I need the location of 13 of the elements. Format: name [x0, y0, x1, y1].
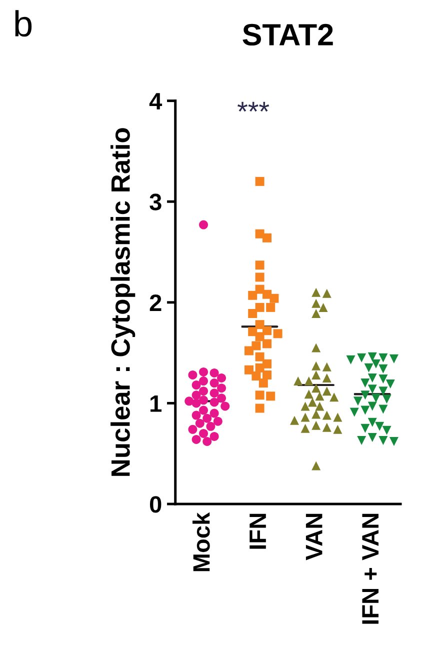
y-tick-label: 3	[150, 194, 162, 210]
x-tick-label: VAN	[306, 514, 322, 560]
annotation: ***	[238, 102, 270, 112]
x-tick-label: IFN	[250, 514, 266, 549]
chart-title: STAT2	[242, 24, 333, 46]
y-tick-label: 0	[150, 496, 162, 513]
x-tick-label: Mock	[192, 512, 210, 572]
y-tick-label: 4	[149, 93, 162, 110]
y-tick-label: 2	[150, 294, 162, 311]
text: b	[15, 10, 32, 37]
y-axis-title: Nuclear : Cytoplasmic Ratio	[110, 128, 136, 476]
x-tick-label: IFN + VAN	[362, 514, 378, 624]
y-tick-label: 1	[150, 396, 162, 412]
